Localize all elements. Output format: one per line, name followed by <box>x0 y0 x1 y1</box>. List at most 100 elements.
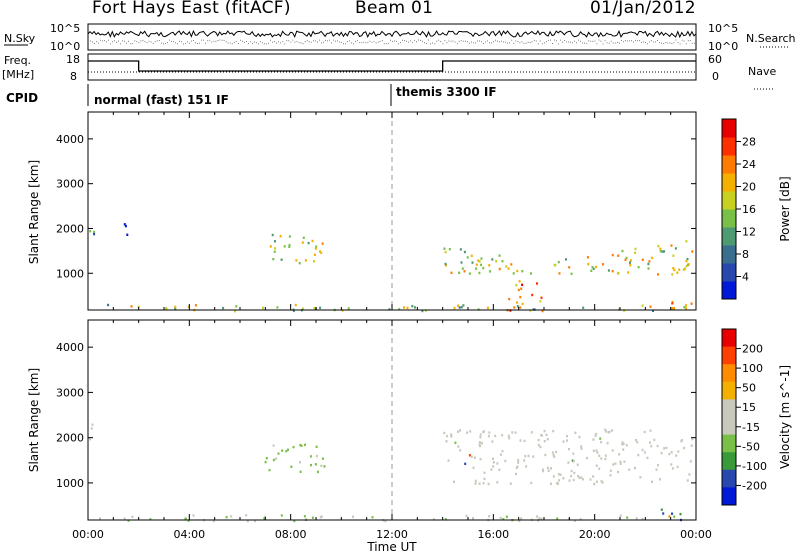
data-cell <box>539 445 542 449</box>
data-cell <box>670 451 673 454</box>
data-cell <box>685 304 687 307</box>
data-cell <box>235 305 238 308</box>
velocity-colorbar: 200 100 50 15 -15 -50 -100 -200 Velocity [m s^-… <box>721 328 792 506</box>
data-cell <box>311 239 314 243</box>
data-cell <box>547 469 550 472</box>
data-cell <box>673 307 675 310</box>
data-cell <box>570 474 573 478</box>
data-cell <box>530 481 533 485</box>
data-cell <box>536 515 539 518</box>
data-cell <box>475 267 478 270</box>
data-cell <box>550 467 552 470</box>
data-cell <box>685 307 687 310</box>
data-cell <box>580 445 583 448</box>
data-cell <box>137 305 140 308</box>
data-cell <box>515 284 518 287</box>
velocity-ytick-1000: 1000 <box>56 477 84 490</box>
data-cell <box>592 475 595 478</box>
data-cell <box>89 230 92 233</box>
data-cell <box>319 306 322 310</box>
data-cell <box>672 254 675 257</box>
data-cell <box>539 300 542 303</box>
power-cbar-tick-2: 12 <box>742 226 756 239</box>
data-cell <box>536 282 538 285</box>
data-cell <box>464 462 467 465</box>
data-cell <box>465 514 468 518</box>
data-cell <box>604 454 607 457</box>
data-cell <box>552 429 555 433</box>
freq-tick-bottom: 8 <box>70 70 77 83</box>
data-cell <box>519 306 522 309</box>
data-cell <box>290 465 293 468</box>
cpid-label: CPID <box>6 91 38 105</box>
data-cell <box>658 478 661 481</box>
data-cell <box>571 459 574 462</box>
data-cell <box>459 449 462 452</box>
velocity-colorbar-label-text: Velocity [m s^-1] <box>778 365 792 469</box>
data-cell <box>301 307 304 310</box>
nsearch-tick-bottom: 10^0 <box>708 40 738 53</box>
data-cell <box>600 480 603 483</box>
data-cell <box>671 300 674 304</box>
data-cell <box>662 512 665 515</box>
data-cell <box>264 515 267 518</box>
data-cell <box>555 481 558 485</box>
data-cell <box>468 272 471 275</box>
data-cell <box>538 517 541 520</box>
power-cbar-tick-4: 20 <box>742 181 756 194</box>
data-cell <box>558 479 561 482</box>
data-cell <box>473 456 476 459</box>
data-cell <box>450 435 453 438</box>
data-cell <box>262 306 264 310</box>
data-cell <box>675 454 678 457</box>
data-cell <box>496 462 499 465</box>
data-cell <box>127 519 130 522</box>
data-cell <box>313 253 316 256</box>
data-cell <box>320 251 323 255</box>
velocity-colorbar-label: Velocity [m s^-1] <box>778 365 792 469</box>
data-cell <box>501 449 504 453</box>
data-cell <box>230 515 233 518</box>
data-cell <box>572 452 575 455</box>
data-cell <box>187 305 190 308</box>
data-cell <box>559 473 562 476</box>
data-cell <box>93 230 96 234</box>
data-cell <box>474 479 477 483</box>
data-cell <box>586 256 589 259</box>
data-cell <box>515 301 518 304</box>
data-cell <box>298 262 301 265</box>
data-cell <box>517 458 520 462</box>
data-cell <box>686 257 689 261</box>
data-cell <box>184 517 187 520</box>
data-cell <box>486 306 489 310</box>
data-cell <box>541 309 544 313</box>
data-cell <box>511 431 514 434</box>
data-cell <box>542 469 545 473</box>
data-cell <box>647 262 650 266</box>
data-cell <box>653 438 656 442</box>
power-panel: 1000 2000 3000 4000 Slant Range [km] <box>27 111 697 313</box>
data-cell <box>274 247 277 250</box>
data-cell <box>288 243 291 247</box>
data-cell <box>517 461 520 464</box>
data-cell <box>671 467 674 470</box>
data-cell <box>310 463 312 467</box>
data-cell <box>515 466 518 470</box>
data-cell <box>682 268 685 271</box>
data-cell <box>625 444 628 447</box>
data-cell <box>496 481 499 484</box>
data-cell <box>673 268 676 272</box>
data-cell <box>478 441 481 444</box>
data-cell <box>307 241 310 245</box>
data-cell <box>639 476 642 479</box>
data-cell <box>314 463 317 466</box>
data-cell <box>553 455 556 458</box>
data-cell <box>508 297 511 301</box>
data-cell <box>671 302 674 305</box>
data-cell <box>446 434 449 438</box>
data-cell <box>488 515 491 518</box>
data-cell <box>622 448 625 451</box>
data-cell <box>509 482 512 485</box>
nave-tick-bottom: 0 <box>712 70 719 83</box>
data-cell <box>444 518 447 521</box>
